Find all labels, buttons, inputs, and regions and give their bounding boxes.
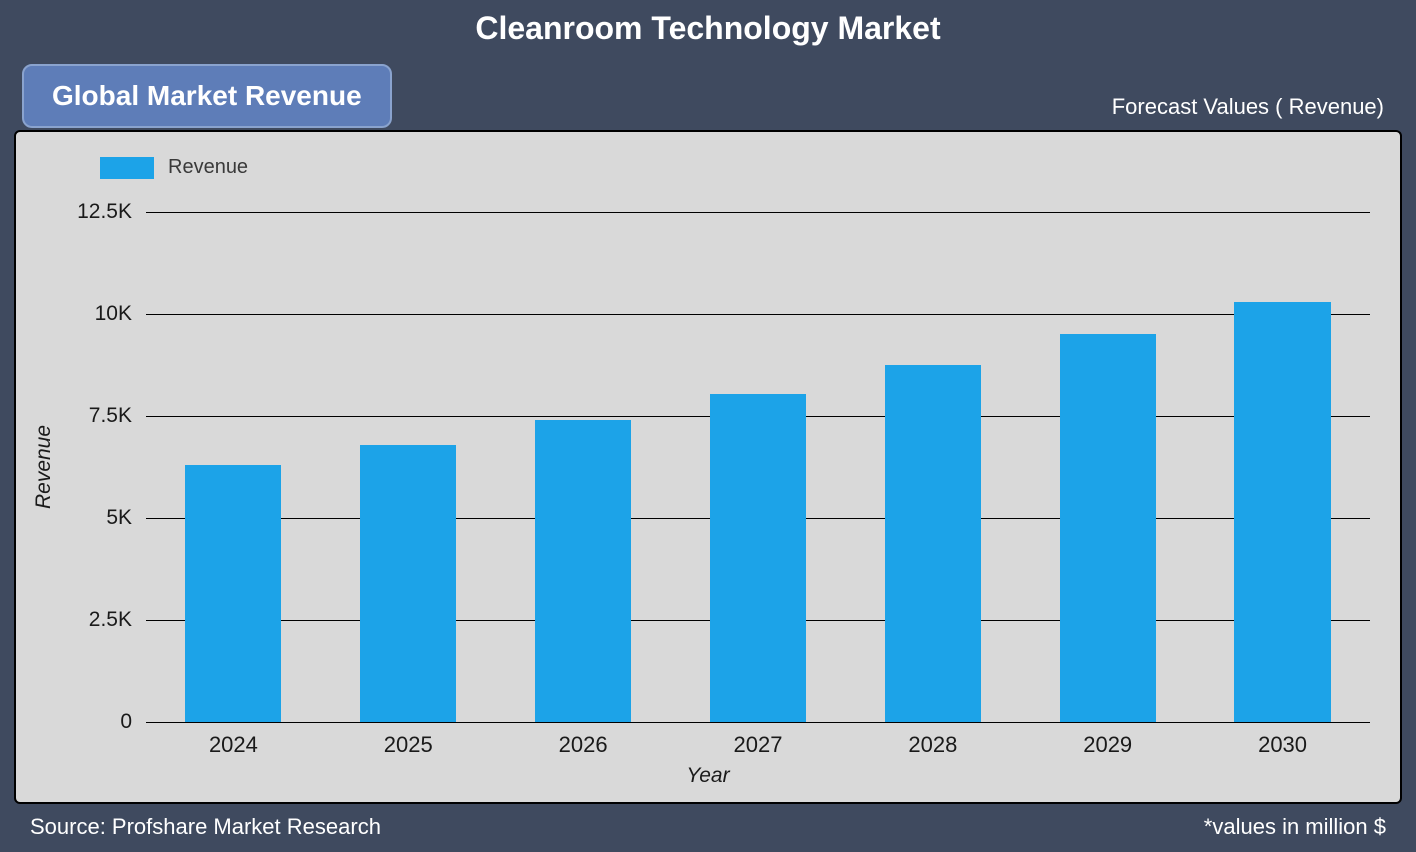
legend-label: Revenue <box>168 156 248 179</box>
y-tick-label: 5K <box>106 506 132 530</box>
bar <box>1060 334 1156 722</box>
y-tick-label: 10K <box>95 302 132 326</box>
bar <box>885 365 981 722</box>
gridline <box>146 722 1370 723</box>
gridline <box>146 212 1370 213</box>
forecast-label: Forecast Values ( Revenue) <box>1112 94 1384 120</box>
bar <box>710 394 806 722</box>
gridline <box>146 314 1370 315</box>
x-tick-label: 2028 <box>908 732 957 758</box>
x-tick-label: 2029 <box>1083 732 1132 758</box>
y-tick-label: 12.5K <box>77 200 132 224</box>
x-tick-label: 2030 <box>1258 732 1307 758</box>
y-axis-label: Revenue <box>32 425 56 509</box>
bar <box>360 445 456 722</box>
page-title: Cleanroom Technology Market <box>0 0 1416 47</box>
plot-area: 02.5K5K7.5K10K12.5K202420252026202720282… <box>146 212 1370 722</box>
x-tick-label: 2024 <box>209 732 258 758</box>
chart-legend: Revenue <box>100 156 248 179</box>
y-tick-label: 7.5K <box>89 404 132 428</box>
chart-panel: Revenue Revenue 02.5K5K7.5K10K12.5K20242… <box>14 130 1402 804</box>
x-tick-label: 2027 <box>734 732 783 758</box>
legend-swatch <box>100 157 154 179</box>
y-tick-label: 0 <box>120 710 132 734</box>
subtitle-badge: Global Market Revenue <box>22 64 392 128</box>
x-axis-label: Year <box>686 764 729 788</box>
y-tick-label: 2.5K <box>89 608 132 632</box>
bar <box>1234 302 1330 722</box>
footer-source: Source: Profshare Market Research <box>30 814 381 840</box>
x-tick-label: 2025 <box>384 732 433 758</box>
x-tick-label: 2026 <box>559 732 608 758</box>
footer-units: *values in million $ <box>1204 814 1386 840</box>
bar <box>535 420 631 722</box>
bar <box>185 465 281 722</box>
